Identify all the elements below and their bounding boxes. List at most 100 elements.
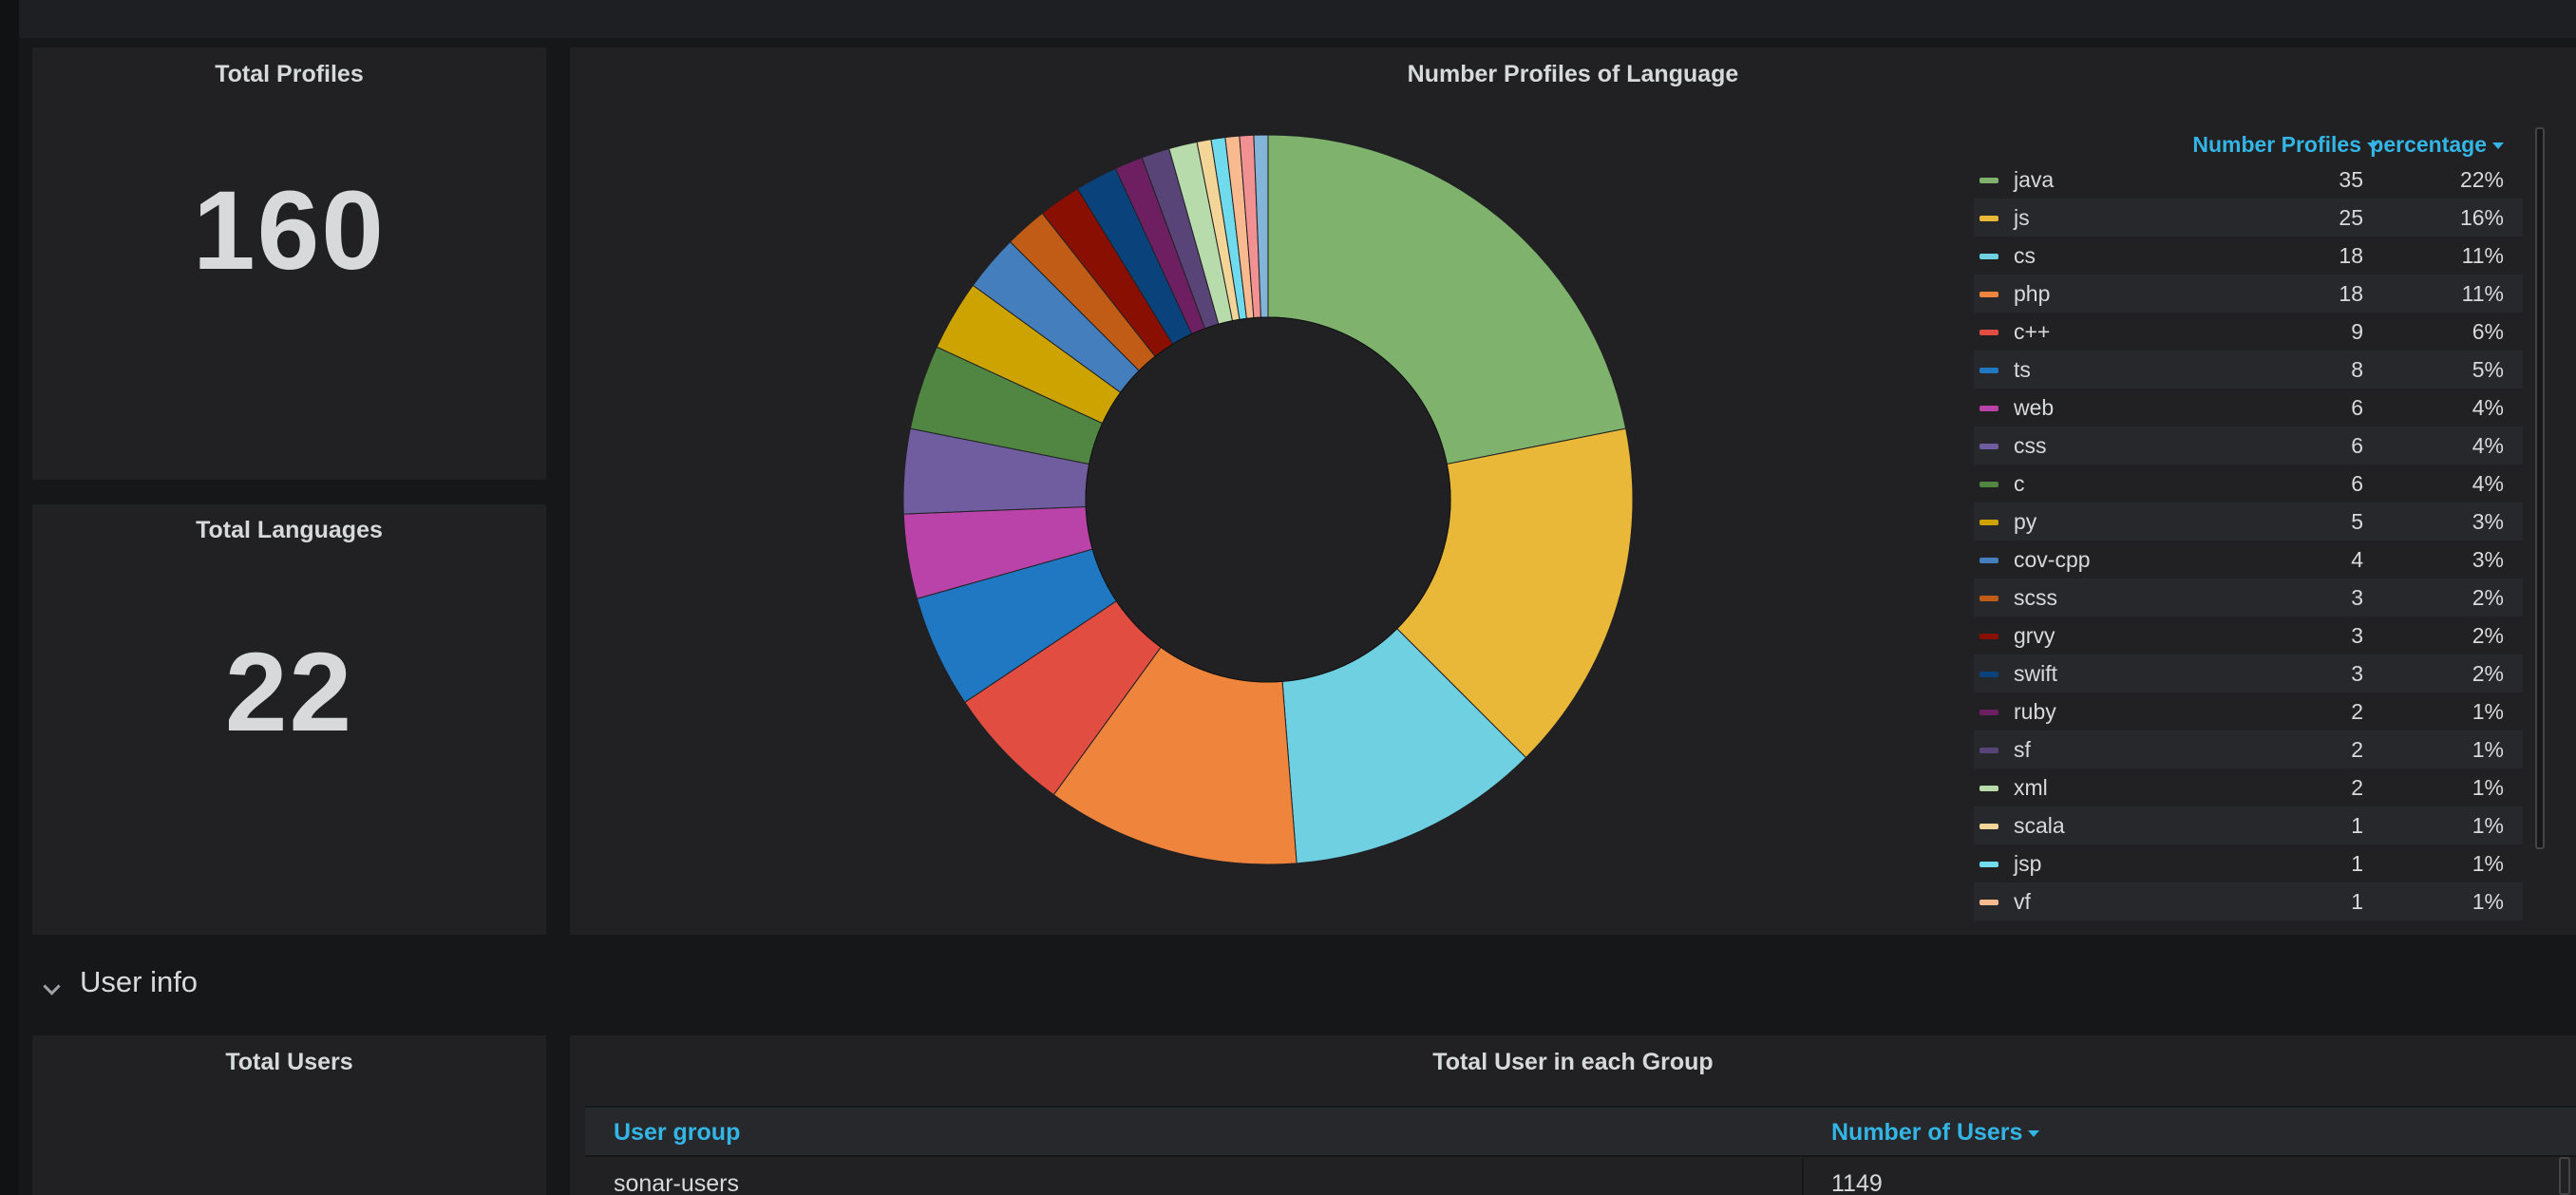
legend-item[interactable]: scss 3 2% xyxy=(1974,579,2523,616)
legend-percentage: 2% xyxy=(2472,661,2504,686)
legend-item[interactable]: cov-cpp 4 3% xyxy=(1974,541,2523,579)
donut-chart xyxy=(902,134,1634,865)
total-languages-panel[interactable]: Total Languages 22 xyxy=(32,504,546,935)
legend-percentage: 3% xyxy=(2472,509,2504,534)
legend-percentage: 4% xyxy=(2472,433,2504,458)
user-groups-panel[interactable]: Total User in each Group User group Numb… xyxy=(570,1035,2576,1195)
user-group-column-header[interactable]: User group xyxy=(614,1119,741,1146)
legend-swatch xyxy=(1979,558,1998,563)
table-header: User group Number of Users xyxy=(585,1106,2576,1157)
legend-percentage: 1% xyxy=(2472,851,2504,876)
legend-label: js xyxy=(2014,205,2030,230)
legend-header: Number Profiles percentage xyxy=(1974,123,2523,161)
legend-item[interactable]: grvy 3 2% xyxy=(1974,616,2523,654)
legend-item[interactable]: scala 1 1% xyxy=(1974,806,2523,844)
row-title[interactable]: User info xyxy=(80,965,199,998)
legend-swatch xyxy=(1979,748,1998,753)
legend-item[interactable]: swift 3 2% xyxy=(1974,654,2523,692)
caret-down-icon xyxy=(2367,142,2378,150)
legend-count: 9 xyxy=(2351,319,2363,344)
legend-count: 35 xyxy=(2339,167,2363,192)
legend-item[interactable]: c 6 4% xyxy=(1974,465,2523,503)
legend-item[interactable]: web 6 4% xyxy=(1974,389,2523,427)
legend-swatch xyxy=(1979,672,1998,677)
legend-count: 5 xyxy=(2351,509,2363,534)
legend-count: 18 xyxy=(2339,281,2363,306)
legend-item[interactable]: php 18 11% xyxy=(1974,275,2523,313)
legend-swatch xyxy=(1979,786,1998,791)
legend-label: web xyxy=(2014,395,2055,420)
legend-swatch xyxy=(1979,482,1998,487)
language-pie-panel[interactable]: Number Profiles of Language Number Profi… xyxy=(570,47,2576,935)
legend-count: 6 xyxy=(2351,395,2363,420)
legend-item[interactable]: cs 18 11% xyxy=(1974,237,2523,275)
legend-percentage: 2% xyxy=(2472,623,2504,648)
legend-percentage: 1% xyxy=(2472,775,2504,800)
legend-item[interactable]: java 35 22% xyxy=(1974,161,2523,199)
legend-item[interactable]: css 6 4% xyxy=(1974,427,2523,465)
legend-swatch xyxy=(1979,330,1998,335)
legend-percentage: 16% xyxy=(2459,205,2504,230)
caret-down-icon xyxy=(2492,142,2504,150)
legend-label: java xyxy=(2014,167,2055,192)
legend-count: 6 xyxy=(2351,433,2363,458)
legend-count: 25 xyxy=(2339,205,2363,230)
legend-swatch xyxy=(1979,292,1998,297)
legend-item[interactable]: ts 8 5% xyxy=(1974,351,2523,389)
legend-count: 1 xyxy=(2351,889,2363,914)
legend-scrollbar[interactable] xyxy=(2535,127,2545,849)
legend-swatch xyxy=(1979,900,1998,905)
legend-item[interactable]: ruby 2 1% xyxy=(1974,692,2523,730)
table-cell-count: 1149 xyxy=(1831,1170,1883,1195)
legend-percentage: 22% xyxy=(2459,167,2504,192)
total-profiles-panel[interactable]: Total Profiles 160 xyxy=(32,47,546,480)
legend-label: css xyxy=(2014,433,2047,458)
panel-title[interactable]: Total Languages xyxy=(196,517,383,543)
legend-count: 2 xyxy=(2351,737,2363,762)
legend-label: scala xyxy=(2014,813,2065,838)
panel-title[interactable]: Total Profiles xyxy=(215,61,364,87)
legend-count: 8 xyxy=(2351,357,2363,382)
legend-count: 3 xyxy=(2351,585,2363,610)
legend-count-header[interactable]: Number Profiles xyxy=(2192,132,2378,158)
legend-item[interactable]: sf 2 1% xyxy=(1974,730,2523,768)
panel-title[interactable]: Number Profiles of Language xyxy=(1407,61,1739,87)
total-profiles-value: 160 xyxy=(193,168,386,294)
legend-count: 6 xyxy=(2351,471,2363,496)
legend-count: 18 xyxy=(2339,243,2363,268)
table-scrollbar[interactable] xyxy=(2559,1157,2570,1195)
legend-percentage: 1% xyxy=(2472,699,2504,724)
legend-swatch xyxy=(1979,634,1998,639)
caret-down-icon xyxy=(2028,1129,2040,1137)
panel-title[interactable]: Total User in each Group xyxy=(1432,1049,1714,1075)
number-of-users-column-header[interactable]: Number of Users xyxy=(1831,1119,2040,1147)
legend-label: sf xyxy=(2014,737,2031,762)
legend-label: swift xyxy=(2014,661,2057,686)
legend-item[interactable]: vf 1 1% xyxy=(1974,882,2523,920)
legend-item[interactable]: py 5 3% xyxy=(1974,503,2523,541)
table-cell-group: sonar-users xyxy=(614,1170,739,1195)
legend-count: 2 xyxy=(2351,699,2363,724)
legend-label: ruby xyxy=(2014,699,2056,724)
chevron-down-icon[interactable] xyxy=(43,977,61,996)
legend-count: 3 xyxy=(2351,623,2363,648)
legend-swatch xyxy=(1979,254,1998,259)
legend-item[interactable]: xml 2 1% xyxy=(1974,768,2523,806)
legend-percentage: 4% xyxy=(2472,395,2504,420)
legend-swatch xyxy=(1979,444,1998,449)
total-languages-value: 22 xyxy=(224,630,354,755)
legend-item[interactable]: c++ 9 6% xyxy=(1974,313,2523,351)
legend-count: 3 xyxy=(2351,661,2363,686)
legend-item[interactable]: jsp 1 1% xyxy=(1974,844,2523,882)
legend-percentage: 2% xyxy=(2472,585,2504,610)
legend-swatch xyxy=(1979,178,1998,183)
panel-title[interactable]: Total Users xyxy=(225,1049,353,1075)
legend-percentage-header[interactable]: percentage xyxy=(2370,132,2504,158)
legend-label: cs xyxy=(2014,243,2036,268)
legend-label: py xyxy=(2014,509,2037,534)
legend-count: 1 xyxy=(2351,813,2363,838)
legend-percentage: 3% xyxy=(2472,547,2504,572)
total-users-panel[interactable]: Total Users xyxy=(32,1035,546,1195)
legend-item[interactable]: js 25 16% xyxy=(1974,199,2523,237)
